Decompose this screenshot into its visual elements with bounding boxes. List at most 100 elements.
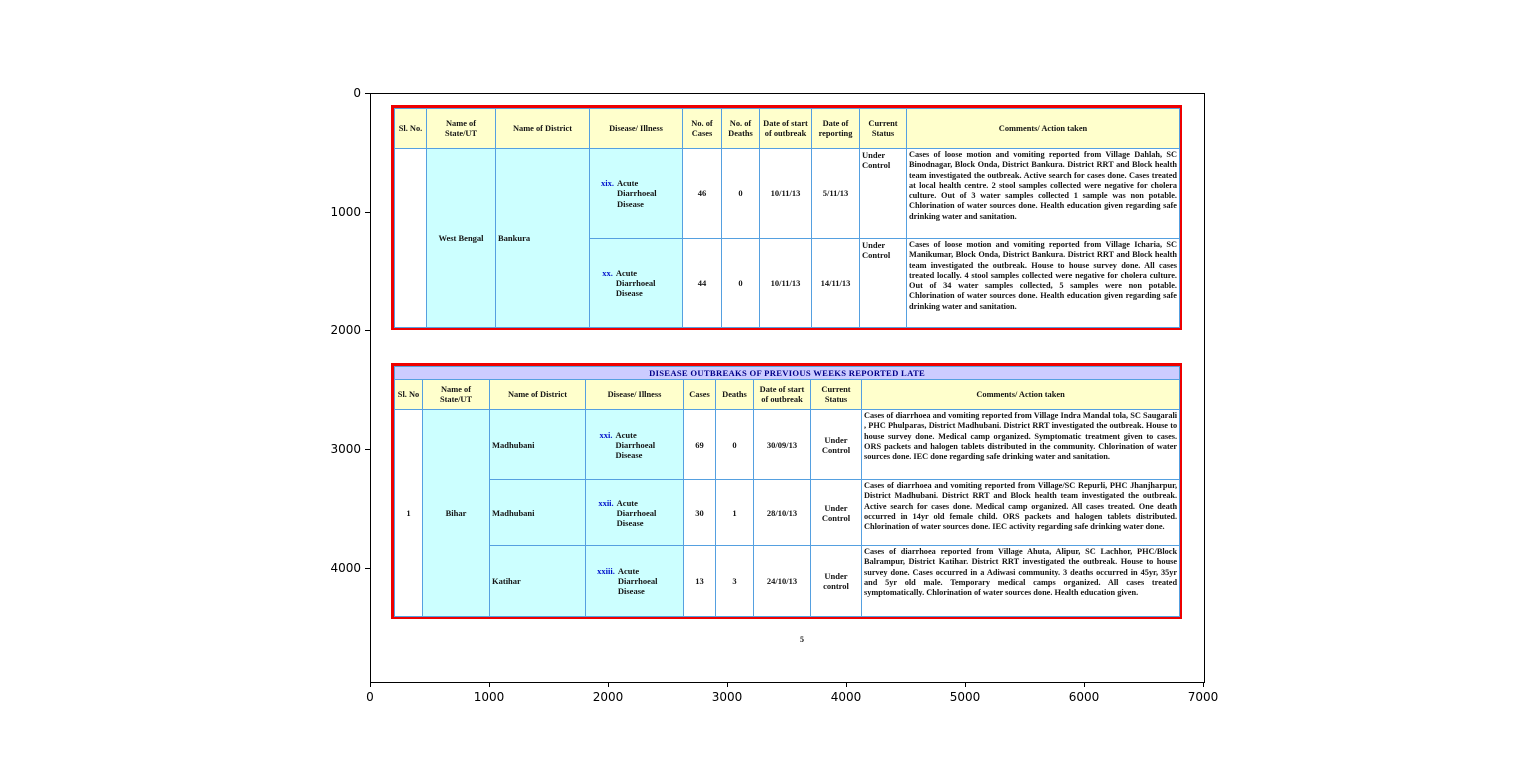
cell-date-start: 30/09/13 bbox=[753, 409, 811, 481]
cell-date-start: 24/10/13 bbox=[753, 545, 811, 618]
col-header-district: Name of District bbox=[495, 108, 590, 149]
col-header-comments: Comments/ Action taken bbox=[906, 108, 1180, 149]
x-tick bbox=[727, 683, 728, 687]
outbreak-table: Sl. No. Name of State/UT Name of Distric… bbox=[394, 108, 1180, 328]
x-tick-label: 0 bbox=[366, 690, 374, 704]
cell-deaths: 1 bbox=[715, 479, 754, 547]
x-tick bbox=[489, 683, 490, 687]
x-tick-label: 1000 bbox=[473, 690, 505, 704]
table-header-row: Sl. No. Name of State/UT Name of Distric… bbox=[394, 108, 1180, 149]
cell-state: Bihar bbox=[422, 409, 490, 618]
col-header-disease: Disease/ Illness bbox=[589, 108, 683, 149]
col-header-status: Current Status bbox=[859, 108, 907, 149]
cell-status: Under Control bbox=[810, 479, 862, 547]
cell-cases: 44 bbox=[682, 238, 722, 328]
page-number: 5 bbox=[800, 635, 804, 644]
y-tick bbox=[365, 330, 370, 331]
disease-name: Acute Diarrhoeal Disease bbox=[615, 267, 656, 298]
x-tick bbox=[608, 683, 609, 687]
cell-district: Bankura bbox=[495, 148, 590, 328]
col-header-date-start: Date of start of outbreak bbox=[753, 379, 811, 411]
cell-cases: 30 bbox=[683, 479, 716, 547]
table-banner: DISEASE OUTBREAKS OF PREVIOUS WEEKS REPO… bbox=[393, 365, 1181, 381]
x-tick bbox=[370, 683, 371, 687]
cell-deaths: 0 bbox=[715, 409, 754, 481]
x-tick bbox=[846, 683, 847, 687]
col-header-state: Name of State/UT bbox=[422, 379, 490, 411]
cell-cases: 46 bbox=[682, 148, 722, 239]
cell-disease: xx. Acute Diarrhoeal Disease bbox=[589, 238, 683, 328]
col-header-comments: Comments/ Action taken bbox=[860, 379, 1181, 411]
x-tick-label: 6000 bbox=[1068, 690, 1100, 704]
x-tick-label: 5000 bbox=[949, 690, 981, 704]
cell-disease: xix. Acute Diarrhoeal Disease bbox=[589, 148, 683, 239]
cell-disease: xxiii. Acute Diarrhoeal Disease bbox=[585, 545, 684, 618]
y-tick-label: 4000 bbox=[330, 561, 361, 575]
banner-row: DISEASE OUTBREAKS OF PREVIOUS WEEKS REPO… bbox=[393, 365, 1181, 381]
cell-date-start: 10/11/13 bbox=[759, 238, 812, 328]
col-header-slno: Sl. No bbox=[394, 379, 423, 411]
table-row: xx. Acute Diarrhoeal Disease 44 0 10/11/… bbox=[395, 238, 1180, 328]
cell-status: Under Control bbox=[810, 409, 862, 481]
disease-numeral: xxi. bbox=[599, 429, 613, 440]
y-tick-label: 2000 bbox=[330, 323, 361, 337]
cell-status: Under Control bbox=[859, 238, 907, 328]
x-tick-label: 7000 bbox=[1187, 690, 1219, 704]
cell-district: Katihar bbox=[489, 545, 586, 618]
col-header-deaths: Deaths bbox=[715, 379, 754, 411]
disease-name: Acute Diarrhoeal Disease bbox=[617, 178, 657, 209]
col-header-date-start: Date of start of outbreak bbox=[759, 108, 812, 149]
cell-comments: Cases of diarrhoea reported from Village… bbox=[860, 545, 1181, 618]
cell-date-start: 10/11/13 bbox=[759, 148, 812, 239]
cell-date-start: 28/10/13 bbox=[753, 479, 811, 547]
cell-slno bbox=[394, 148, 427, 328]
disease-numeral: xx. bbox=[602, 267, 613, 278]
y-tick bbox=[365, 449, 370, 450]
cell-deaths: 3 bbox=[715, 545, 754, 618]
cell-disease: xxii. Acute Diarrhoeal Disease bbox=[585, 479, 684, 547]
late-reported-table: DISEASE OUTBREAKS OF PREVIOUS WEEKS REPO… bbox=[393, 365, 1181, 618]
cell-comments: Cases of loose motion and vomiting repor… bbox=[906, 148, 1180, 239]
disease-numeral: xix. bbox=[601, 178, 614, 189]
disease-name: Acute Diarrhoeal Disease bbox=[616, 497, 657, 528]
cell-comments: Cases of diarrhoea and vomiting reported… bbox=[860, 409, 1181, 481]
col-header-disease: Disease/ Illness bbox=[585, 379, 684, 411]
x-tick bbox=[965, 683, 966, 687]
cell-status: Under control bbox=[810, 545, 862, 618]
table-row: Katihar xxiii. Acute Diarrhoeal Disease … bbox=[395, 545, 1181, 618]
cell-disease: xxi. Acute Diarrhoeal Disease bbox=[585, 409, 684, 481]
outbreak-table-previous-weeks: DISEASE OUTBREAKS OF PREVIOUS WEEKS REPO… bbox=[391, 363, 1182, 619]
col-header-deaths: No. of Deaths bbox=[721, 108, 760, 149]
col-header-date-reporting: Date of reporting bbox=[811, 108, 860, 149]
disease-name: Acute Diarrhoeal Disease bbox=[615, 429, 656, 460]
x-tick-label: 3000 bbox=[711, 690, 743, 704]
cell-status: Under Control bbox=[859, 148, 907, 239]
x-tick bbox=[1084, 683, 1085, 687]
table-row: West Bengal Bankura xix. Acute Diarrhoea… bbox=[394, 148, 1180, 328]
cell-deaths: 0 bbox=[721, 148, 760, 239]
cell-state: West Bengal bbox=[426, 148, 496, 328]
cell-district: Madhubani bbox=[489, 479, 586, 547]
col-header-state: Name of State/UT bbox=[426, 108, 496, 149]
cell-comments: Cases of diarrhoea and vomiting reported… bbox=[860, 479, 1181, 547]
table-row: Madhubani xxii. Acute Diarrhoeal Disease… bbox=[395, 479, 1181, 547]
table-header-row: Sl. No Name of State/UT Name of District… bbox=[394, 379, 1181, 411]
cell-comments: Cases of loose motion and vomiting repor… bbox=[906, 238, 1180, 328]
cell-date-reporting: 5/11/13 bbox=[811, 148, 860, 239]
cell-date-reporting: 14/11/13 bbox=[811, 238, 860, 328]
y-tick-label: 3000 bbox=[330, 442, 361, 456]
col-header-cases: No. of Cases bbox=[682, 108, 722, 149]
cell-deaths: 0 bbox=[721, 238, 760, 328]
y-tick bbox=[365, 568, 370, 569]
col-header-cases: Cases bbox=[683, 379, 716, 411]
table-row: 1 Bihar Madhubani xxi. Acute Diarrhoeal … bbox=[394, 409, 1181, 618]
cell-cases: 13 bbox=[683, 545, 716, 618]
col-header-status: Current Status bbox=[810, 379, 862, 411]
col-header-district: Name of District bbox=[489, 379, 586, 411]
x-tick bbox=[1203, 683, 1204, 687]
disease-numeral: xxii. bbox=[598, 497, 614, 508]
x-tick-label: 4000 bbox=[830, 690, 862, 704]
cell-district: Madhubani bbox=[489, 409, 586, 481]
y-tick bbox=[365, 212, 370, 213]
outbreak-table-current-week: Sl. No. Name of State/UT Name of Distric… bbox=[391, 105, 1182, 330]
